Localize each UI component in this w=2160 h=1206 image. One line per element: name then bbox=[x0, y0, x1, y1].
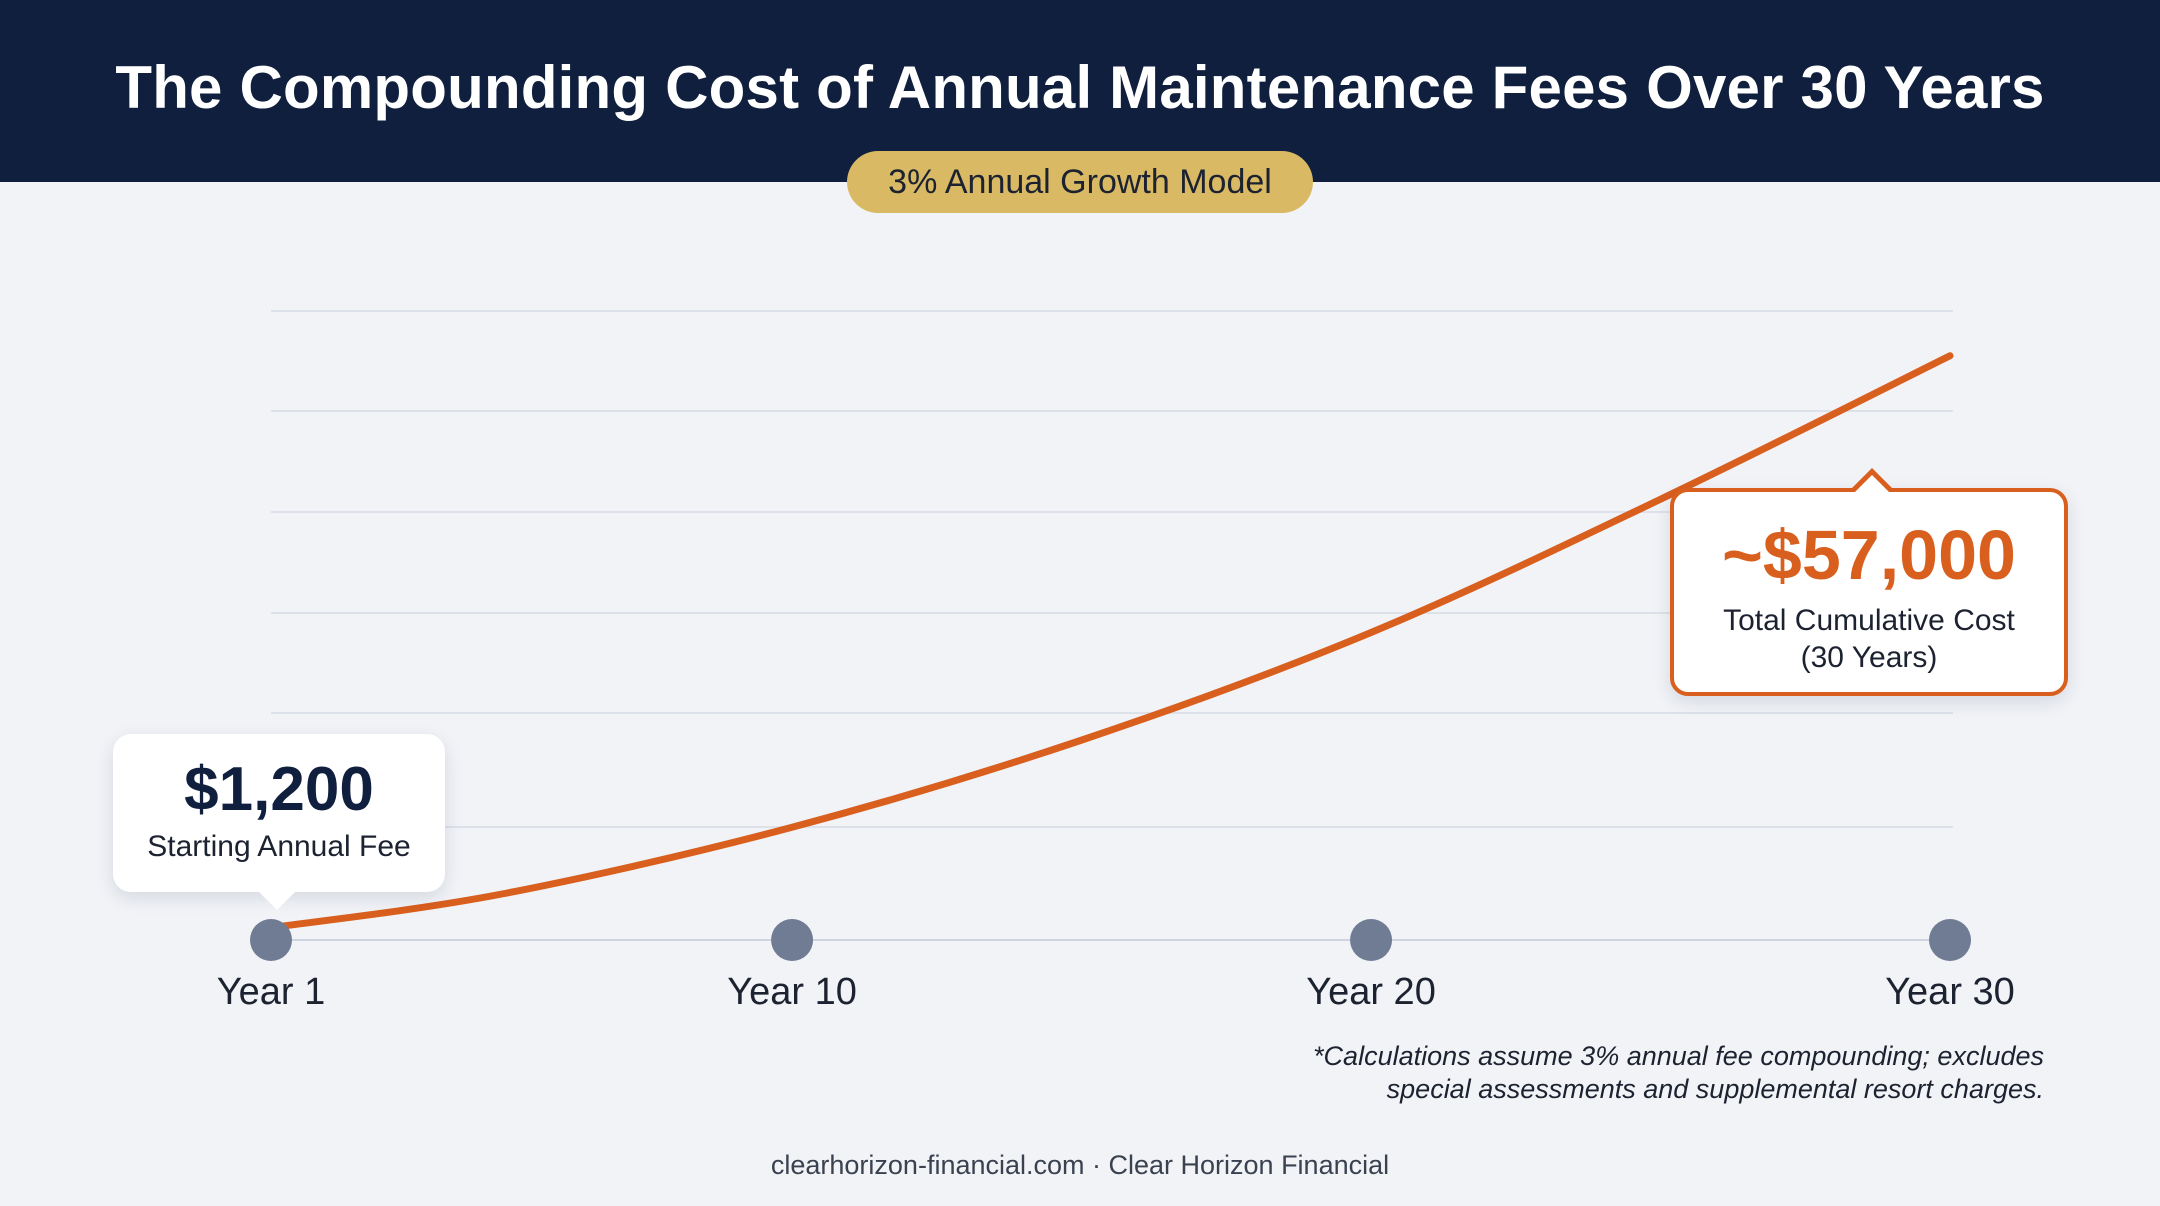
starting-fee-value: $1,200 bbox=[184, 755, 374, 824]
year-marker-1 bbox=[771, 919, 814, 961]
x-tick-label-1: Year 10 bbox=[727, 971, 857, 1013]
total-cost-pointer-fill bbox=[1853, 475, 1891, 494]
total-cost-callout: ~$57,000 Total Cumulative Cost (30 Years… bbox=[1670, 468, 2068, 696]
year-marker-2 bbox=[1350, 919, 1393, 961]
x-tick-label-0: Year 1 bbox=[217, 971, 325, 1013]
x-tick-label-3: Year 30 bbox=[1885, 971, 2015, 1013]
total-cost-value: ~$57,000 bbox=[1722, 516, 2016, 594]
starting-fee-label: Starting Annual Fee bbox=[147, 830, 411, 863]
total-cost-label-line1: Total Cumulative Cost bbox=[1723, 604, 2015, 637]
growth-model-badge: 3% Annual Growth Model bbox=[847, 151, 1313, 213]
footnote-line2: special assessments and supplemental res… bbox=[1386, 1074, 2044, 1104]
footnote-line1: *Calculations assume 3% annual fee compo… bbox=[1313, 1041, 2044, 1071]
total-cost-label: Total Cumulative Cost (30 Years) bbox=[1674, 602, 2064, 676]
x-tick-label-2: Year 20 bbox=[1306, 971, 1436, 1013]
footer-credit: clearhorizon-financial.com · Clear Horiz… bbox=[770, 1150, 1390, 1180]
year-marker-0 bbox=[250, 919, 292, 961]
chart-title: The Compounding Cost of Annual Maintenan… bbox=[115, 53, 2045, 121]
total-cost-label-line2: (30 Years) bbox=[1800, 641, 1938, 674]
footnote: *Calculations assume 3% annual fee compo… bbox=[1144, 1040, 2044, 1106]
year-marker-3 bbox=[1929, 919, 1971, 961]
series-line-0 bbox=[267, 352, 1954, 932]
starting-fee-callout: $1,200 Starting Annual Fee bbox=[113, 734, 445, 910]
starting-fee-pointer bbox=[259, 892, 295, 910]
